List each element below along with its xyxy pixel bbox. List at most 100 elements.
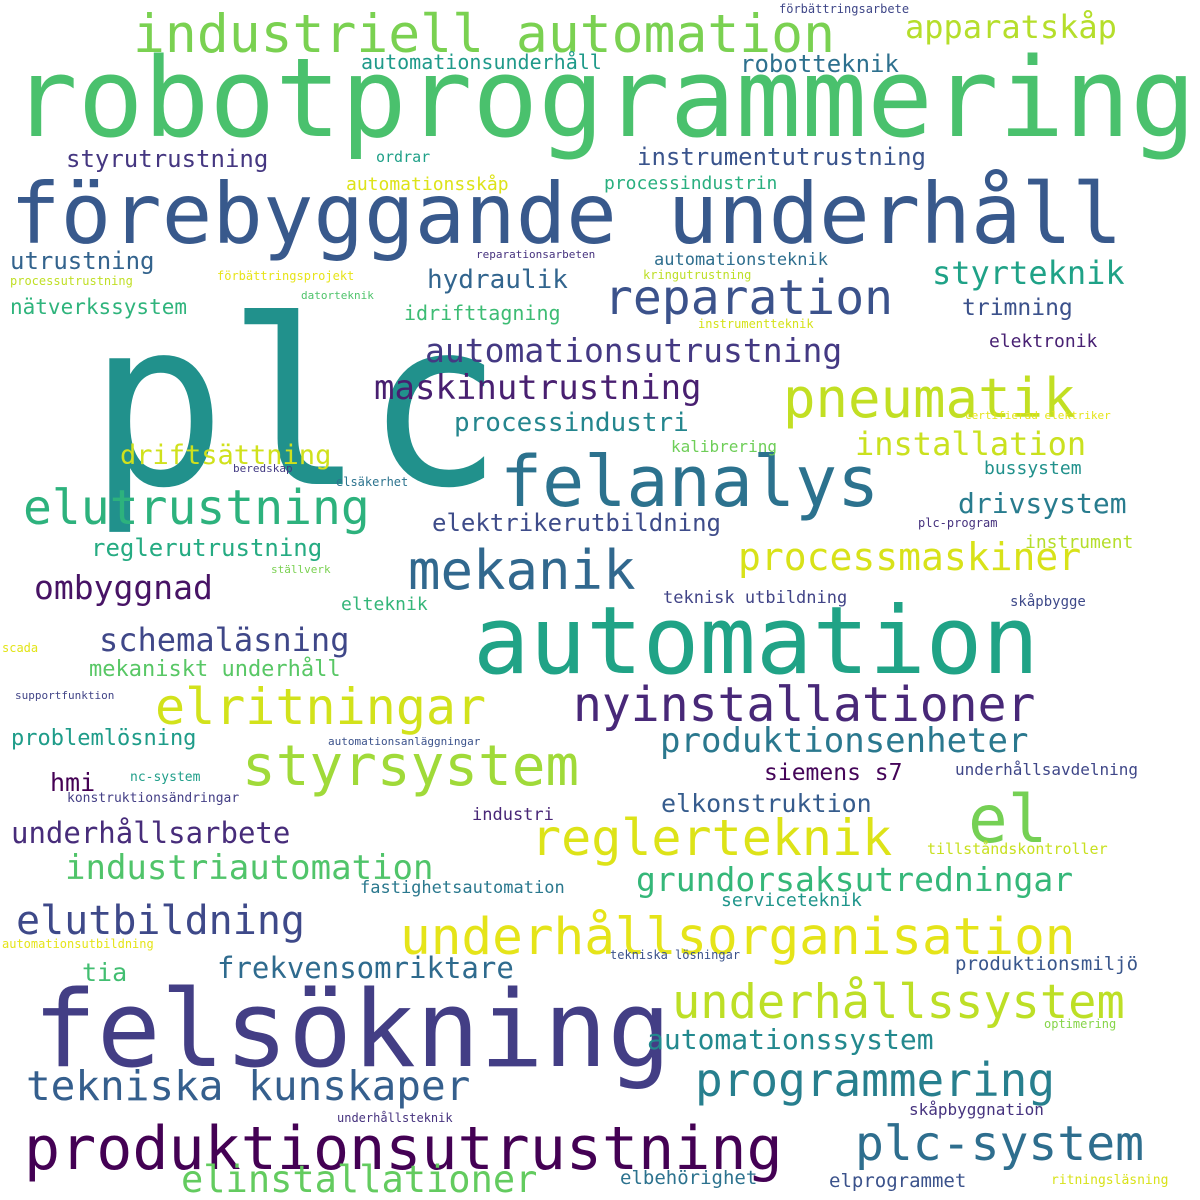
word-styrteknik: styrteknik: [932, 254, 1125, 293]
word-elteknik: elteknik: [341, 593, 428, 615]
word-automationsutbildning: automationsutbildning: [2, 936, 154, 951]
word-elinstallationer: elinstallationer: [181, 1158, 538, 1200]
word-underhallssystem: underhållssystem: [672, 975, 1125, 1031]
word-idrifttagning: idrifttagning: [404, 301, 561, 326]
word-reglerteknik: reglerteknik: [531, 809, 893, 867]
word-styrutrustning: styrutrustning: [66, 145, 269, 174]
word-elprogrammet: elprogrammet: [829, 1170, 967, 1193]
word-drivsystem: drivsystem: [958, 487, 1127, 521]
word-forbattringsarbete: förbättringsarbete: [779, 1, 910, 16]
word-elektrikerutbildning: elektrikerutbildning: [432, 509, 721, 538]
word-felanalys: felanalys: [500, 441, 880, 524]
word-automationsteknik: automationsteknik: [654, 249, 828, 270]
word-processmaskiner: processmaskiner: [738, 535, 1082, 580]
word-industri: industri: [472, 804, 554, 825]
word-fastighetsautomation: fastighetsautomation: [360, 877, 565, 898]
word-industriautomation: industriautomation: [65, 848, 434, 889]
word-elektronik: elektronik: [989, 330, 1098, 352]
word-nc-system: nc-system: [130, 769, 201, 785]
word-skapbyggnation: skåpbyggnation: [909, 1099, 1044, 1119]
word-industriell-automation: industriell automation: [133, 3, 835, 65]
word-robotteknik: robotteknik: [740, 50, 899, 79]
word-underhallsarbete: underhållsarbete: [11, 816, 291, 851]
word-underhallsavdelning: underhållsavdelning: [955, 759, 1139, 779]
word-tekniska-losningar: tekniska lösningar: [610, 947, 741, 962]
word-automation: automation: [473, 586, 1039, 696]
word-produktionsenheter: produktionsenheter: [660, 721, 1029, 762]
word-elbehorighet: elbehörighet: [620, 1167, 758, 1190]
word-installation: installation: [855, 425, 1087, 464]
word-underhallsorganisation: underhållsorganisation: [400, 908, 1076, 968]
word-mekaniskt-underhall: mekaniskt underhåll: [89, 656, 341, 682]
word-styrsystem: styrsystem: [242, 734, 580, 800]
word-elsakerhet: elsäkerhet: [336, 474, 409, 489]
word-supportfunktion: supportfunktion: [15, 689, 115, 703]
word-tia: tia: [82, 957, 128, 987]
word-elkonstruktion: elkonstruktion: [661, 788, 872, 818]
word-serviceteknik: serviceteknik: [721, 889, 862, 911]
word-processutrustning: processutrustning: [10, 273, 133, 288]
word-elutbildning: elutbildning: [16, 897, 305, 944]
word-mekanik: mekanik: [408, 538, 636, 602]
word-bussystem: bussystem: [984, 457, 1082, 479]
word-hmi: hmi: [50, 767, 96, 797]
word-felsokning: felsökning: [33, 968, 672, 1092]
word-elritningar: elritningar: [155, 678, 487, 736]
word-stallverk: ställverk: [271, 563, 331, 577]
word-plc: plc: [88, 271, 504, 539]
word-frekvensomriktare: frekvensomriktare: [217, 951, 514, 986]
word-scada: scada: [2, 640, 39, 655]
word-reparationsarbeten: reparationsarbeten: [476, 248, 596, 262]
word-konstruktionsandringar: konstruktionsändringar: [67, 790, 240, 806]
word-trimning: trimning: [962, 295, 1073, 322]
word-kringutrustning: kringutrustning: [643, 267, 752, 282]
word-ombyggnad: ombyggnad: [34, 568, 213, 608]
word-processindustrin: processindustrin: [604, 172, 778, 194]
word-plc-system: plc-system: [855, 1115, 1144, 1172]
word-tekniska-kunskaper: tekniska kunskaper: [26, 1062, 471, 1111]
word-instrumentutrustning: instrumentutrustning: [637, 143, 926, 172]
word-automationsunderhall: automationsunderhåll: [361, 50, 602, 75]
word-robotprogrammering: robotprogrammering: [12, 35, 1196, 163]
word-automationsanlaggningar: automationsanläggningar: [328, 735, 481, 749]
word-plc-program: plc-program: [918, 515, 998, 530]
word-optimering: optimering: [1044, 1016, 1117, 1031]
word-beredskap: beredskap: [233, 462, 293, 476]
word-reparation: reparation: [604, 269, 893, 326]
word-driftsattning: driftsättning: [120, 439, 332, 471]
word-automationsskap: automationsskåp: [346, 173, 509, 195]
word-el: el: [968, 780, 1048, 858]
word-hydraulik: hydraulik: [427, 264, 568, 295]
word-elutrustning: elutrustning: [23, 479, 370, 536]
word-instrumentteknik: instrumentteknik: [698, 316, 814, 331]
word-instrument: instrument: [1025, 531, 1134, 553]
word-ordrar: ordrar: [376, 148, 431, 167]
word-pneumatik: pneumatik: [783, 366, 1076, 430]
word-automationsutrustning: automationsutrustning: [425, 331, 843, 371]
word-underhallsteknik: underhållsteknik: [337, 1110, 453, 1125]
word-ritningslasning: ritningsläsning: [1051, 1172, 1169, 1188]
word-kalibrering: kalibrering: [671, 436, 777, 456]
word-tillstandskontroller: tillståndskontroller: [927, 840, 1108, 859]
word-produktionsmiljo: produktionsmiljö: [955, 953, 1139, 976]
word-problemlosning: problemlösning: [11, 725, 197, 751]
word-forbattringsprojekt: förbättringsprojekt: [217, 268, 355, 283]
word-produktionsutrustning: produktionsutrustning: [24, 1114, 783, 1185]
word-certifierad-elektriker: certifierad elektriker: [965, 409, 1111, 423]
word-programmering: programmering: [695, 1053, 1056, 1108]
word-datorteknik: datorteknik: [301, 289, 374, 303]
word-reglerutrustning: reglerutrustning: [91, 534, 323, 563]
word-maskinutrustning: maskinutrustning: [374, 368, 702, 409]
word-teknisk-utbildning: teknisk utbildning: [663, 587, 848, 608]
word-nyinstallationer: nyinstallationer: [573, 676, 1036, 733]
word-siemens-s7: siemens s7: [764, 760, 903, 787]
word-schemalasning: schemaläsning: [99, 621, 350, 660]
word-natverkssystem: nätverkssystem: [10, 294, 188, 319]
word-apparatskap: apparatskåp: [905, 8, 1117, 47]
word-processindustri: processindustri: [454, 407, 689, 438]
word-skapbygge: skåpbygge: [1010, 594, 1086, 611]
word-grundorsaksutredningar: grundorsaksutredningar: [636, 860, 1074, 900]
word-forebyggande-underhall: förebyggande underhåll: [10, 165, 1123, 264]
word-automationssystem: automationssystem: [647, 1023, 934, 1057]
